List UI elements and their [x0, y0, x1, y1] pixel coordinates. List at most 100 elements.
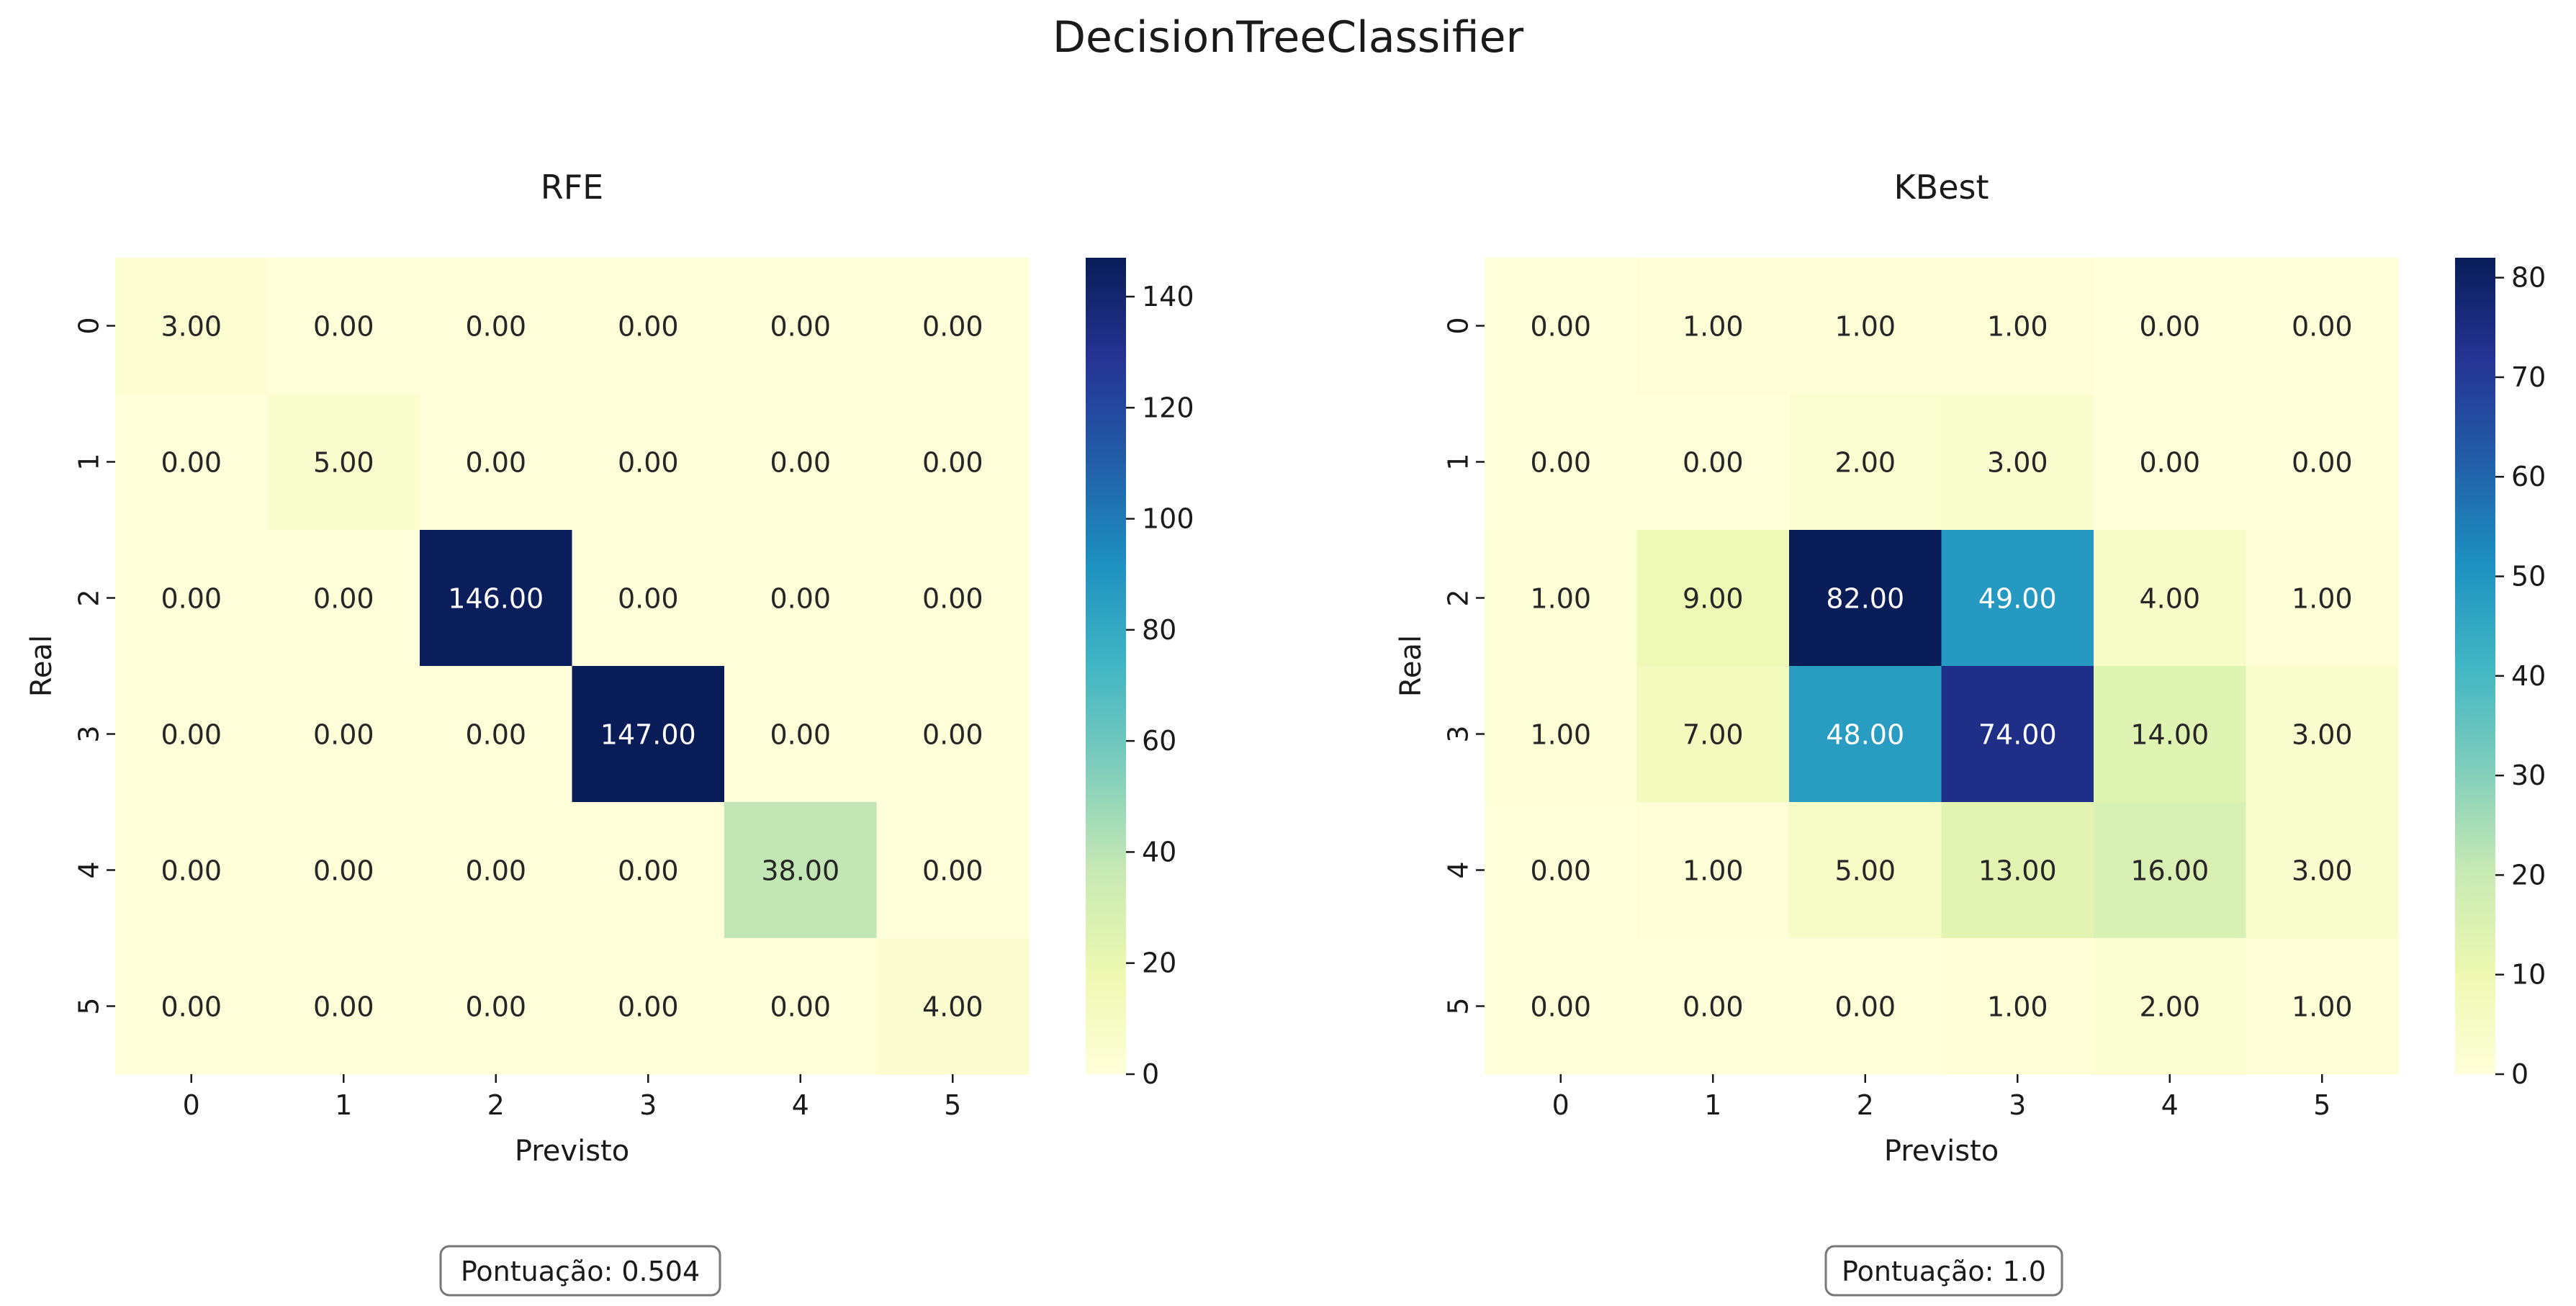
heatmap-cell [572, 530, 725, 667]
heatmap-cell [572, 802, 725, 939]
heatmap-cell [724, 258, 878, 395]
cell-value-label: 0.00 [618, 855, 679, 887]
heatmap-cell [1636, 938, 1790, 1075]
heatmap-cell [267, 938, 420, 1075]
cell-value-label: 0.00 [2139, 447, 2200, 479]
y-tick-label: 3 [1443, 725, 1474, 742]
colorbar-tick-label: 70 [2511, 361, 2546, 393]
x-tick-label: 1 [335, 1089, 352, 1121]
colorbar-tick-label: 30 [2511, 760, 2546, 791]
cell-value-label: 0.00 [313, 311, 374, 343]
cell-value-label: 0.00 [2292, 447, 2353, 479]
heatmap-cell [1485, 530, 1638, 667]
heatmap-cell [2094, 938, 2247, 1075]
cell-value-label: 0.00 [922, 311, 983, 343]
heatmap-cell [115, 258, 269, 395]
score-label: Pontuação: 1.0 [1842, 1256, 2046, 1287]
cell-value-label: 9.00 [1683, 583, 1744, 615]
y-tick-label: 2 [73, 589, 105, 606]
heatmap-cell [115, 938, 269, 1075]
y-axis-label: Real [25, 635, 58, 697]
heatmap-cell [572, 394, 725, 531]
cell-value-label: 1.00 [1987, 991, 2048, 1023]
heatmap-panel-kbest: KBest 0.00 1.00 1.00 1.00 0.00 0.00 0.00 0.00 2.0… [1395, 168, 2546, 1297]
heatmap-cell [724, 394, 878, 531]
heatmap-cell [2246, 258, 2399, 395]
y-tick-label: 2 [1443, 589, 1474, 606]
heatmap-cell [1941, 802, 2094, 939]
cell-value-label: 0.00 [770, 719, 831, 751]
heatmap-cell [724, 666, 878, 803]
cell-value-label: 0.00 [1834, 991, 1896, 1023]
colorbar-tick-label: 60 [1142, 725, 1176, 757]
cell-value-label: 5.00 [1834, 855, 1896, 887]
heatmap-cell [876, 530, 1030, 667]
heatmap-cell [876, 938, 1030, 1075]
cell-value-label: 2.00 [1834, 447, 1896, 479]
cell-value-label: 0.00 [161, 855, 222, 887]
cell-value-label: 0.00 [2292, 311, 2353, 343]
colorbar-tick-label: 40 [2511, 660, 2546, 692]
cell-value-label: 0.00 [313, 583, 374, 615]
cell-value-label: 3.00 [1987, 447, 2048, 479]
cell-value-label: 74.00 [1978, 719, 2057, 751]
heatmap-cell [420, 666, 573, 803]
cell-value-label: 0.00 [161, 991, 222, 1023]
heatmap-cell [115, 530, 269, 667]
cell-value-label: 0.00 [465, 719, 526, 751]
cell-value-label: 3.00 [2292, 719, 2353, 751]
heatmap-cell [2246, 802, 2399, 939]
heatmap-cell [1941, 666, 2094, 803]
colorbar-tick-label: 20 [1142, 947, 1176, 979]
cell-value-label: 13.00 [1978, 855, 2057, 887]
heatmap-cell [2094, 666, 2247, 803]
y-tick-label: 4 [73, 861, 105, 878]
x-tick-label: 4 [792, 1089, 809, 1121]
cell-value-label: 1.00 [1834, 311, 1896, 343]
heatmap-cell [2246, 938, 2399, 1075]
heatmap-cell [420, 530, 573, 667]
cell-value-label: 0.00 [922, 583, 983, 615]
cell-value-label: 48.00 [1826, 719, 1904, 751]
heatmap-cell [2246, 530, 2399, 667]
heatmap-cell [876, 666, 1030, 803]
colorbar-tick-label: 10 [2511, 959, 2546, 991]
figure-title: DecisionTreeClassifier [1053, 12, 1524, 63]
heatmap-cell [876, 802, 1030, 939]
cell-value-label: 0.00 [1683, 447, 1744, 479]
cell-value-label: 82.00 [1826, 583, 1904, 615]
y-tick-label: 0 [1443, 317, 1474, 334]
colorbar-tick-label: 120 [1142, 392, 1194, 423]
heatmap-cell [1789, 394, 1942, 531]
heatmap-cell [1485, 258, 1638, 395]
heatmap-cell [1789, 530, 1942, 667]
heatmap-cell [267, 530, 420, 667]
cell-value-label: 0.00 [465, 447, 526, 479]
cell-value-label: 0.00 [465, 311, 526, 343]
cell-value-label: 16.00 [2130, 855, 2209, 887]
cell-value-label: 1.00 [1530, 583, 1591, 615]
heatmap-cell [2094, 394, 2247, 531]
cell-value-label: 0.00 [770, 311, 831, 343]
x-tick-label: 5 [2313, 1089, 2330, 1121]
cell-value-label: 0.00 [313, 991, 374, 1023]
heatmap-cell [876, 394, 1030, 531]
heatmap-panel-rfe: RFE 3.00 0.00 0.00 0.00 0.00 0.00 0.00 5.00 0.00 0… [25, 168, 1194, 1297]
x-tick-label: 2 [1857, 1089, 1874, 1121]
heatmap-cell [1941, 394, 2094, 531]
score-box [439, 1245, 721, 1297]
cell-value-label: 0.00 [465, 855, 526, 887]
heatmap-cell [724, 938, 878, 1075]
cell-value-label: 0.00 [1530, 311, 1591, 343]
panel-title: RFE [541, 168, 604, 207]
cell-value-label: 4.00 [2139, 583, 2200, 615]
heatmap-cell [1636, 802, 1790, 939]
cell-value-label: 0.00 [618, 447, 679, 479]
cell-value-label: 49.00 [1978, 583, 2057, 615]
colorbar-tick-label: 0 [1142, 1058, 1159, 1090]
y-tick-label: 5 [1443, 997, 1474, 1014]
heatmap-cell [724, 530, 878, 667]
heatmap-cell [420, 802, 573, 939]
x-tick-label: 5 [944, 1089, 961, 1121]
